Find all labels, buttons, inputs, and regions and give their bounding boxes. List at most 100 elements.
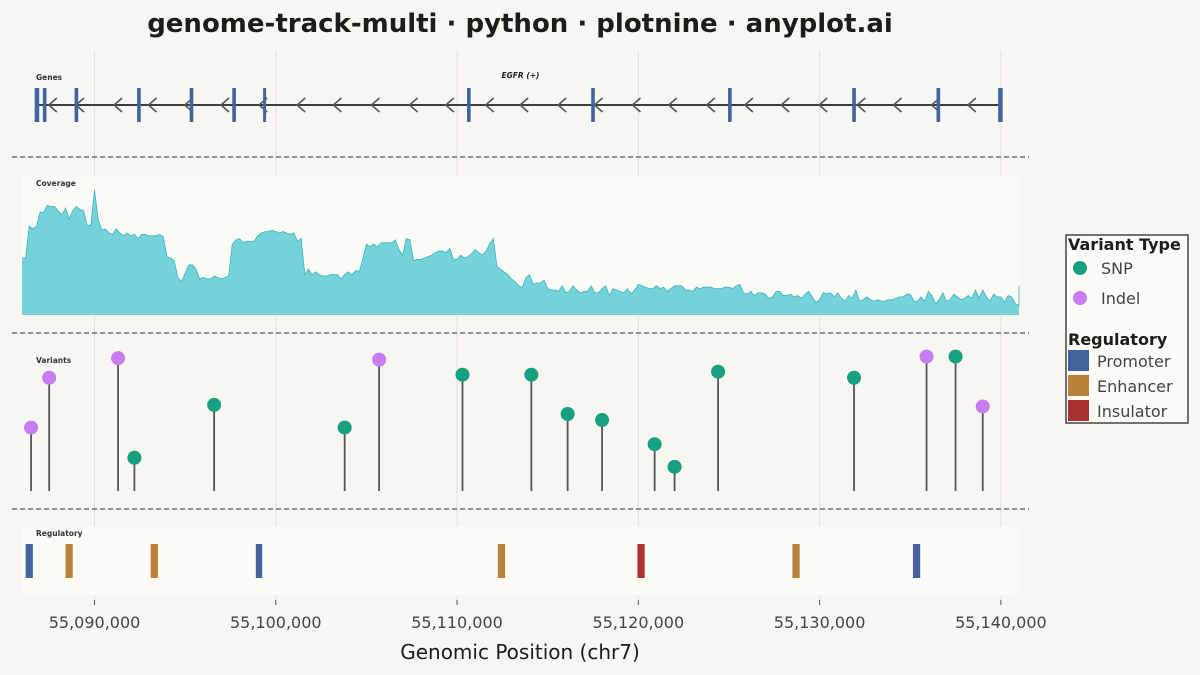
- legend: Variant Type SNP Indel Regulatory Promote…: [1065, 234, 1189, 424]
- exon-block: [42, 88, 47, 122]
- strand-arrow: [295, 97, 306, 113]
- regulatory-track-label: Regulatory: [36, 529, 83, 538]
- exon-block: [189, 88, 194, 122]
- coverage-line: [22, 189, 1020, 307]
- variant-point-snp: [847, 370, 862, 385]
- legend-label-insulator: Insulator: [1097, 402, 1168, 421]
- variant-point-snp: [524, 367, 539, 382]
- strand-arrow: [818, 97, 828, 113]
- regulatory-panel-bg: [22, 527, 1019, 595]
- variant-point-snp: [667, 459, 682, 474]
- variants-track: Variants: [24, 349, 990, 491]
- x-tick-label: 55,090,000: [49, 613, 141, 632]
- variant-point-snp: [595, 413, 610, 428]
- strand-arrow: [484, 97, 495, 113]
- exon-block: [998, 88, 1003, 122]
- strand-arrow: [631, 97, 642, 113]
- exon-block: [263, 88, 267, 122]
- exon-block: [936, 88, 941, 122]
- strand-arrow: [112, 97, 123, 113]
- variant-point-snp: [127, 450, 142, 465]
- x-tick-label: 55,130,000: [774, 613, 866, 632]
- legend-swatch-insulator: [1068, 400, 1089, 421]
- strand-arrow: [219, 97, 230, 113]
- strand-arrow: [966, 97, 977, 113]
- variant-point-snp: [711, 364, 726, 379]
- variant-point-snp: [207, 397, 222, 412]
- panels-layer: [12, 156, 1029, 595]
- legend-regulatory-title: Regulatory: [1068, 330, 1168, 349]
- grid-layer: [94, 50, 1002, 600]
- gene-name-label: EGFR (+): [502, 71, 540, 80]
- legend-label-indel: Indel: [1101, 289, 1140, 308]
- exon-block: [852, 88, 856, 122]
- legend-variant-title: Variant Type: [1068, 235, 1181, 254]
- exon-block: [467, 88, 471, 122]
- exon-block: [74, 88, 79, 122]
- variants-track-label: Variants: [36, 356, 72, 365]
- strand-arrow: [518, 97, 529, 113]
- variant-point-snp: [948, 349, 963, 364]
- strand-arrow: [444, 97, 455, 113]
- legend-swatch-promoter: [1068, 350, 1089, 371]
- x-tick-label: 55,120,000: [593, 613, 685, 632]
- regulatory-element-enhancer: [150, 544, 158, 578]
- coverage-area: [22, 189, 1019, 315]
- exon-block: [591, 88, 595, 122]
- x-tick-label: 55,140,000: [955, 613, 1047, 632]
- chart-title: genome-track-multi · python · plotnine ·…: [147, 9, 893, 39]
- variant-point-indel: [24, 420, 39, 435]
- regulatory-track: Regulatory: [25, 529, 921, 578]
- coverage-track-label: Coverage: [36, 179, 76, 188]
- genes-track-label: Genes: [36, 73, 63, 82]
- strand-arrow: [556, 97, 567, 113]
- legend-swatch-enhancer: [1068, 375, 1089, 396]
- exon-block: [137, 88, 141, 122]
- legend-variant-items: SNP Indel: [1073, 259, 1140, 308]
- genes-track: Genes EGFR (+): [34, 71, 1003, 122]
- regulatory-element-enhancer: [65, 544, 73, 578]
- strand-arrow: [667, 97, 678, 113]
- regulatory-element-enhancer: [792, 544, 800, 578]
- strand-arrow: [47, 97, 58, 113]
- exon-block: [232, 88, 236, 122]
- strand-arrow: [779, 97, 790, 113]
- exon-block: [34, 88, 40, 122]
- coverage-track: Coverage: [22, 179, 1020, 315]
- variant-point-indel: [111, 351, 126, 366]
- legend-label-enhancer: Enhancer: [1097, 377, 1173, 396]
- strand-arrow: [743, 97, 754, 113]
- strand-arrow: [370, 97, 381, 113]
- variant-point-snp: [337, 420, 352, 435]
- strand-arrow: [408, 97, 419, 113]
- regulatory-element-promoter: [255, 544, 263, 578]
- variant-point-indel: [372, 352, 387, 367]
- legend-swatch-indel: [1073, 291, 1087, 305]
- regulatory-element-promoter: [912, 544, 921, 578]
- variant-point-indel: [42, 370, 57, 385]
- legend-label-snp: SNP: [1101, 259, 1133, 278]
- strand-arrow: [705, 97, 716, 113]
- variant-point-snp: [647, 437, 662, 452]
- strand-arrow: [892, 97, 903, 113]
- x-tick-label: 55,110,000: [411, 613, 503, 632]
- variant-point-snp: [455, 367, 470, 382]
- strand-arrow: [856, 97, 866, 113]
- legend-regulatory-items: Promoter Enhancer Insulator: [1068, 350, 1173, 421]
- strand-arrow: [332, 97, 342, 113]
- variant-point-indel: [919, 349, 934, 364]
- variant-point-indel: [975, 399, 990, 414]
- legend-label-promoter: Promoter: [1097, 352, 1171, 371]
- strand-arrow: [147, 97, 158, 113]
- regulatory-element-promoter: [25, 544, 33, 578]
- x-axis: 55,090,000 55,100,000 55,110,000 55,120,000…: [49, 600, 1047, 632]
- x-axis-title: Genomic Position (chr7): [400, 640, 640, 664]
- variant-point-snp: [560, 406, 575, 421]
- regulatory-element-enhancer: [497, 544, 506, 578]
- legend-swatch-snp: [1073, 261, 1087, 275]
- regulatory-element-insulator: [637, 544, 645, 578]
- x-tick-label: 55,100,000: [230, 613, 322, 632]
- exon-block: [728, 88, 732, 122]
